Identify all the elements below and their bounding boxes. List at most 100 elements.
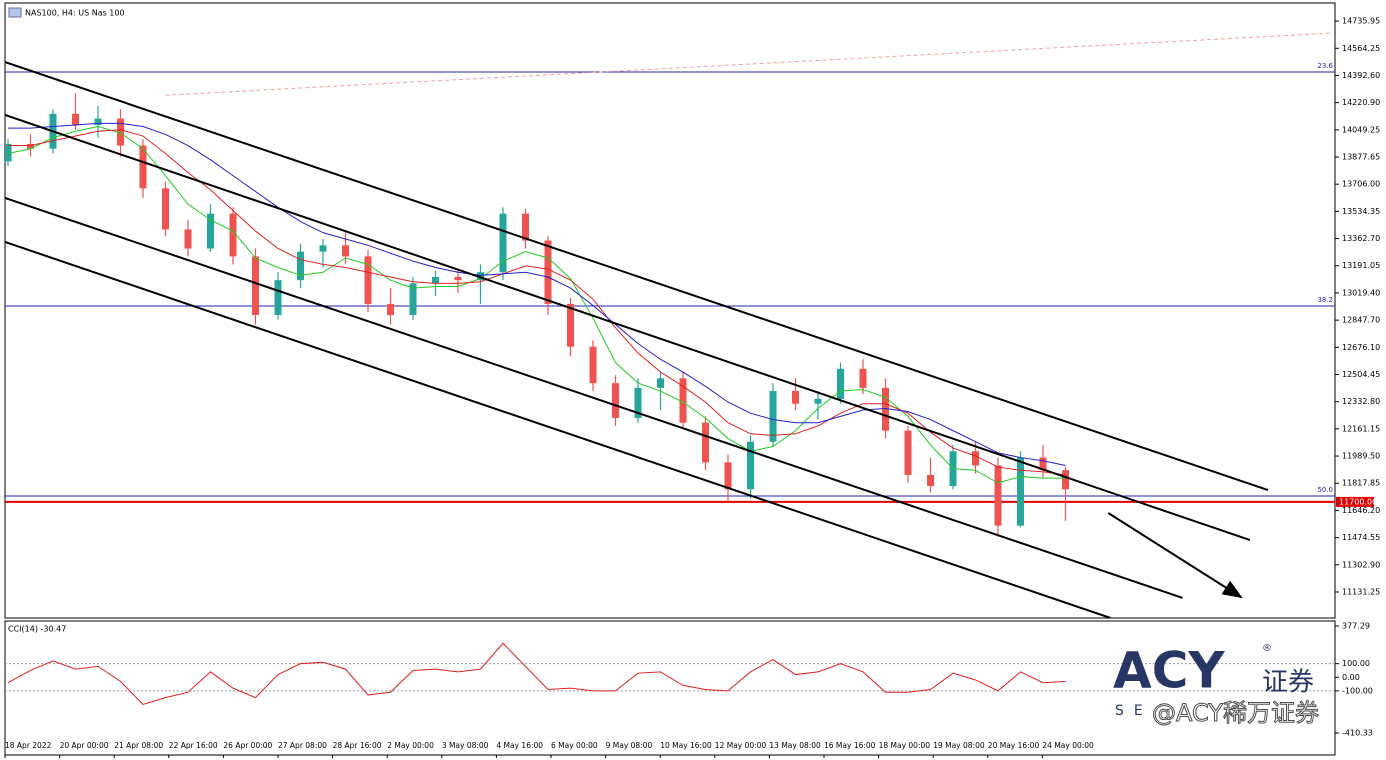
y-tick-label: 11131.25 xyxy=(1342,587,1380,596)
y-tick-label: 12161.15 xyxy=(1342,424,1380,433)
moving-average xyxy=(7,126,1066,484)
candle-body xyxy=(612,383,619,418)
candle-body xyxy=(837,368,844,399)
axes: 14735.95 14564.25 14392.60 14220.90 14049.25… xyxy=(4,17,1380,758)
candle-body xyxy=(747,441,754,490)
trendline xyxy=(5,197,1183,599)
main-panel xyxy=(4,2,1336,619)
indicator-title: CCI(14) -30.47 xyxy=(8,625,66,634)
y-tick-label: 14220.90 xyxy=(1342,98,1380,107)
x-tick-label: 3 May 08:00 xyxy=(442,741,489,750)
candle-body xyxy=(72,113,79,125)
candle-body xyxy=(184,229,192,249)
logo-cn: 证券 xyxy=(1262,668,1314,698)
x-tick-label: 24 May 00:00 xyxy=(1042,741,1094,750)
x-tick-label: 18 Apr 2022 xyxy=(5,741,52,750)
x-tick-label: 6 May 00:00 xyxy=(551,741,598,750)
trendline xyxy=(5,114,1251,542)
candle-body xyxy=(679,378,687,423)
y-tick-label: 100.00 xyxy=(1342,659,1370,668)
price-area xyxy=(5,32,1335,618)
x-tick-label: 19 May 08:00 xyxy=(933,741,985,750)
fib-level-label: 50.0 xyxy=(1317,486,1333,494)
cci-panel xyxy=(4,620,1336,756)
y-tick-label: -100.00 xyxy=(1342,686,1373,695)
candle-body xyxy=(859,368,867,388)
candle-body xyxy=(589,346,597,384)
x-tick-label: 20 Apr 00:00 xyxy=(60,741,109,750)
y-tick-label: 13877.65 xyxy=(1342,153,1380,162)
candle-body xyxy=(319,245,327,252)
candle-body xyxy=(274,280,282,316)
y-tick-label: 11646.20 xyxy=(1342,506,1380,515)
candle-body xyxy=(544,240,552,304)
logo-sub: SE xyxy=(1115,703,1153,719)
candle-body xyxy=(522,213,529,241)
y-tick-label: 11302.90 xyxy=(1342,560,1380,569)
y-tick-label: 13534.35 xyxy=(1342,207,1380,216)
candle-body xyxy=(972,451,979,466)
y-tick-label: 11989.50 xyxy=(1342,452,1380,461)
moving-average xyxy=(8,122,1066,466)
y-tick-label: 12847.70 xyxy=(1342,316,1380,325)
candle-body xyxy=(387,303,394,316)
x-tick-label: 28 Apr 16:00 xyxy=(333,741,382,750)
x-tick-label: 10 May 16:00 xyxy=(660,741,712,750)
candle-body xyxy=(927,474,934,487)
trendline xyxy=(5,241,1111,618)
logo: ACY ® 证券 SE @ACY稀万证券 xyxy=(1113,642,1320,728)
moving-average xyxy=(8,129,1066,476)
symbol-icon xyxy=(8,7,22,18)
y-tick-label: 13362.70 xyxy=(1342,234,1380,243)
candle-body xyxy=(454,277,462,281)
candle-body xyxy=(162,188,169,230)
symbol-info: NAS100, H4: US Nas 100 xyxy=(25,9,125,18)
candle-body xyxy=(252,256,259,316)
y-tick-label: 12676.10 xyxy=(1342,343,1380,352)
logo-reg: ® xyxy=(1262,643,1272,654)
x-tick-label: 13 May 08:00 xyxy=(769,741,821,750)
trendline xyxy=(165,32,1332,96)
candle-body xyxy=(342,245,349,257)
x-tick-label: 22 Apr 16:00 xyxy=(169,741,218,750)
candle-body xyxy=(994,465,1002,526)
y-tick-label: 14049.25 xyxy=(1342,125,1380,134)
x-tick-label: 2 May 00:00 xyxy=(387,741,434,750)
x-tick-label: 27 Apr 08:00 xyxy=(278,741,327,750)
candle-body xyxy=(27,143,34,149)
fib-level-label: 38.2 xyxy=(1317,296,1333,304)
x-tick-label: 12 May 00:00 xyxy=(715,741,767,750)
cci-line xyxy=(7,642,1066,706)
x-tick-label: 9 May 08:00 xyxy=(606,741,653,750)
candle-body xyxy=(499,213,507,273)
y-tick-label: 0.00 xyxy=(1342,673,1360,682)
price-tag xyxy=(1336,496,1374,507)
fib-level-label: 23.6 xyxy=(1317,62,1333,70)
y-tick-label: 13019.40 xyxy=(1342,288,1380,297)
candle-body xyxy=(1017,457,1024,526)
candle-body xyxy=(364,256,372,304)
trendline xyxy=(5,61,1269,491)
cci-area xyxy=(5,642,1335,706)
x-tick-label: 16 May 16:00 xyxy=(824,741,876,750)
candle-body xyxy=(702,422,709,463)
candle-body xyxy=(207,213,214,249)
candle-body xyxy=(904,430,912,475)
candle-body xyxy=(94,118,102,125)
candle-body xyxy=(724,462,732,490)
candle-body xyxy=(139,145,147,189)
y-tick-label: -410.33 xyxy=(1342,729,1373,738)
x-tick-label: 4 May 16:00 xyxy=(496,741,543,750)
x-tick-label: 18 May 00:00 xyxy=(879,741,931,750)
candle-body xyxy=(792,391,799,404)
y-tick-label: 12504.45 xyxy=(1342,370,1380,379)
y-tick-label: 14392.60 xyxy=(1342,71,1380,80)
price-tag-label: 11700.00 xyxy=(1339,497,1377,506)
candle-body xyxy=(657,378,664,388)
logo-brand: ACY xyxy=(1113,642,1225,700)
candle-body xyxy=(1062,470,1069,490)
candle-body xyxy=(567,303,574,347)
x-tick-label: 20 May 16:00 xyxy=(988,741,1040,750)
candle-body xyxy=(477,272,484,281)
